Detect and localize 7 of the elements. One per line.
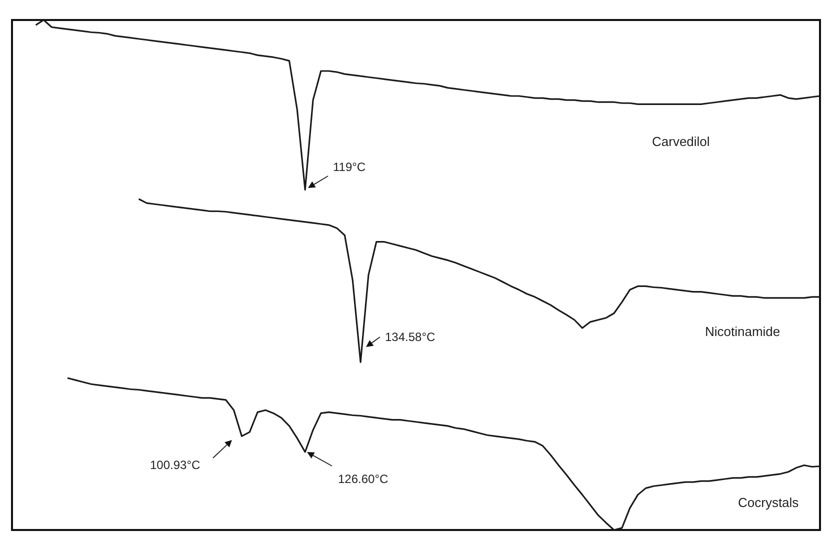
text: Carvedilol [652,134,710,149]
annotation: 126.60°C [338,472,388,486]
text: Nicotinamide [705,324,780,339]
series-label: Cocrystals [738,495,799,510]
annotation: 100.93°C [150,458,200,472]
annotation: 134.58°C [385,330,436,344]
annotation: 119°C [333,160,366,174]
